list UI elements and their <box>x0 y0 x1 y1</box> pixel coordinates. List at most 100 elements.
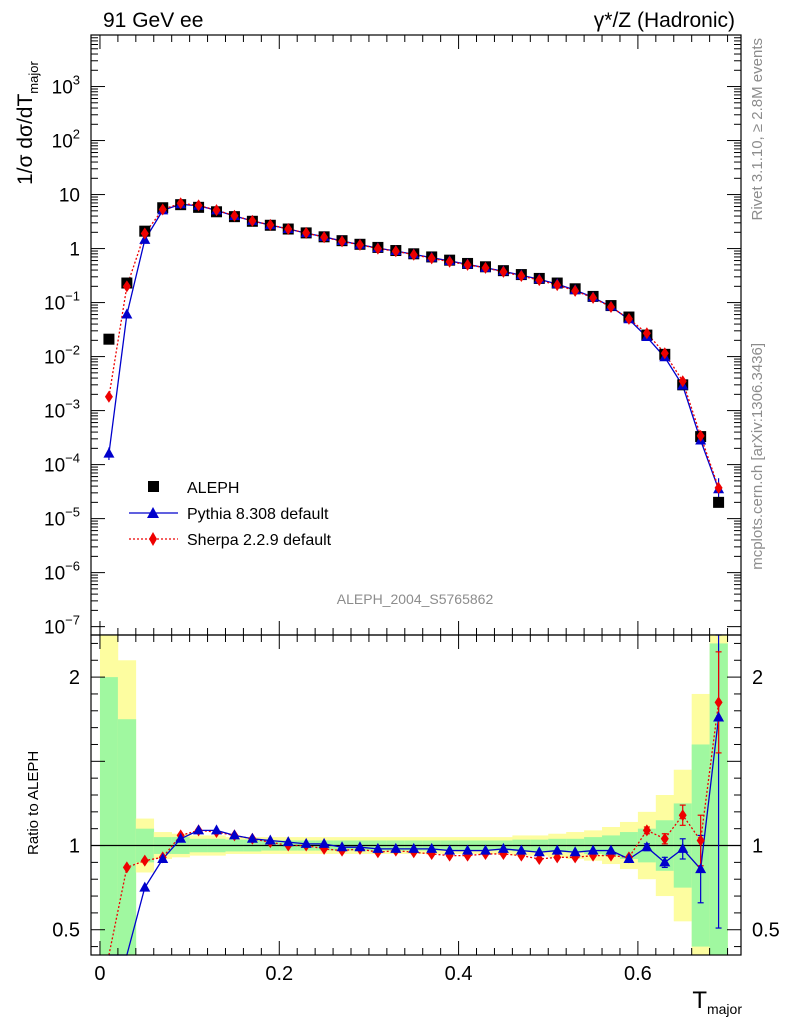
x-tick-label: 0.6 <box>624 963 652 985</box>
ratio-pythia-point <box>551 844 563 855</box>
ratio-sherpa-point <box>122 861 131 874</box>
ratio-sherpa-point <box>660 832 669 845</box>
ratio-pythia-point <box>426 842 438 853</box>
ratio-pythia-point <box>497 842 509 853</box>
sherpa-point <box>176 197 185 210</box>
ratio-sherpa-point <box>696 834 705 847</box>
sherpa-point <box>212 204 221 217</box>
ratio-pythia-point <box>157 853 169 863</box>
y-tick-label: 10−5 <box>44 505 80 531</box>
ratio-y-tick-label-right: 1 <box>752 836 763 858</box>
pythia-point <box>121 308 133 319</box>
ratio-frame <box>90 634 742 956</box>
x-tick-label: 0 <box>94 963 105 985</box>
analysis-watermark: ALEPH_2004_S5765862 <box>337 591 494 607</box>
main-ylabel-main: 1/σ dσ/dT <box>14 94 37 185</box>
y-tick-label: 10−4 <box>44 451 80 477</box>
ratio-sherpa-point <box>714 696 723 709</box>
sherpa-point <box>714 481 723 494</box>
y-tick-label: 103 <box>52 73 80 99</box>
ratio-pythia-point <box>659 856 671 867</box>
sherpa-point <box>517 270 526 283</box>
ratio-y-tick-label-left: 0.5 <box>52 920 80 942</box>
sherpa-point <box>463 258 472 271</box>
sherpa-point <box>104 390 113 403</box>
ratio-pythia-point <box>713 711 725 722</box>
ratio-pythia-point <box>569 846 581 857</box>
main-ylabel: 1/σ dσ/dTmajor <box>14 61 41 185</box>
legend-aleph-label: ALEPH <box>187 480 239 497</box>
ratio-pythia-point <box>677 842 689 853</box>
ratio-xlabel-main: T <box>692 987 707 1014</box>
mcplots-label: mcplots.cern.ch [arXiv:1306.3436] <box>749 343 766 570</box>
ratio-pythia-point <box>587 844 599 855</box>
main-ylabel-sub: major <box>26 61 41 94</box>
ratio-pythia-point <box>623 853 635 863</box>
main-plot-area <box>103 197 725 508</box>
pythia-line <box>108 203 720 490</box>
ratio-pythia-point <box>318 837 330 848</box>
ratio-pythia-point <box>354 841 366 852</box>
ratio-pythia-point <box>300 837 312 848</box>
ratio-pythia-point <box>515 844 527 855</box>
sherpa-point <box>409 248 418 261</box>
ratio-sherpa-line <box>108 702 720 956</box>
ratio-pythia-point <box>228 829 240 840</box>
ratio-pythia-point <box>605 844 617 855</box>
legend-sherpa-marker <box>149 532 157 546</box>
sherpa-point <box>355 238 364 251</box>
sherpa-point <box>571 284 580 297</box>
legend-sherpa-label: Sherpa 2.2.9 default <box>187 532 332 549</box>
sherpa-point <box>140 227 149 240</box>
sherpa-point <box>302 226 311 239</box>
ratio-y-tick-label-left: 1 <box>69 836 80 858</box>
sherpa-point <box>373 242 382 255</box>
ratio-pythia-point <box>444 844 456 855</box>
y-tick-label: 10−6 <box>44 559 80 585</box>
sherpa-point <box>481 261 490 274</box>
ratio-pythia-point <box>408 842 420 853</box>
sherpa-point <box>607 300 615 313</box>
sherpa-point <box>624 312 633 325</box>
ratio-panel: Ratio to ALEPH Tmajor <box>25 634 742 1017</box>
sherpa-point <box>320 231 329 244</box>
sherpa-point <box>284 223 293 236</box>
header-left: 91 GeV ee <box>103 9 203 32</box>
ratio-sherpa-point <box>140 854 149 867</box>
ratio-pythia-point <box>390 842 402 853</box>
ratio-plot-area <box>91 634 741 956</box>
pythia-point <box>103 447 115 458</box>
ratio-sherpa-point <box>678 809 687 822</box>
sherpa-point <box>391 245 400 258</box>
sherpa-point <box>678 375 687 388</box>
ratio-pythia-point <box>479 844 491 855</box>
ratio-pythia-point <box>175 832 187 843</box>
ratio-y-tick-label-right: 2 <box>752 667 763 689</box>
ratio-sherpa-point <box>642 824 651 837</box>
ratio-xlabel-sub: major <box>707 1001 742 1017</box>
ratio-y-tick-label-right: 0.5 <box>752 920 780 942</box>
legend-pythia-label: Pythia 8.308 default <box>187 506 329 523</box>
sherpa-point <box>266 218 275 231</box>
sherpa-point <box>122 280 131 293</box>
y-tick-label: 10−2 <box>44 343 80 369</box>
band-inner <box>99 677 119 955</box>
sherpa-point <box>427 252 436 265</box>
x-tick-label: 0.4 <box>445 963 473 985</box>
ratio-pythia-point <box>211 824 223 835</box>
ratio-pythia-point <box>139 881 151 892</box>
sherpa-point <box>535 274 544 287</box>
sherpa-line <box>108 202 720 489</box>
sherpa-point <box>553 279 562 292</box>
ratio-pythia-point <box>641 841 653 852</box>
y-tick-label: 10−7 <box>44 613 80 639</box>
sherpa-point <box>230 209 239 222</box>
band-inner <box>117 719 137 955</box>
ratio-pythia-point <box>264 834 276 845</box>
ratio-ylabel: Ratio to ALEPH <box>25 751 42 855</box>
rivet-version-label: Rivet 3.1.10, ≥ 2.8M events <box>749 38 766 221</box>
sherpa-point <box>248 214 257 227</box>
ratio-y-tick-label-left: 2 <box>69 667 80 689</box>
y-tick-label: 10 <box>59 186 80 207</box>
